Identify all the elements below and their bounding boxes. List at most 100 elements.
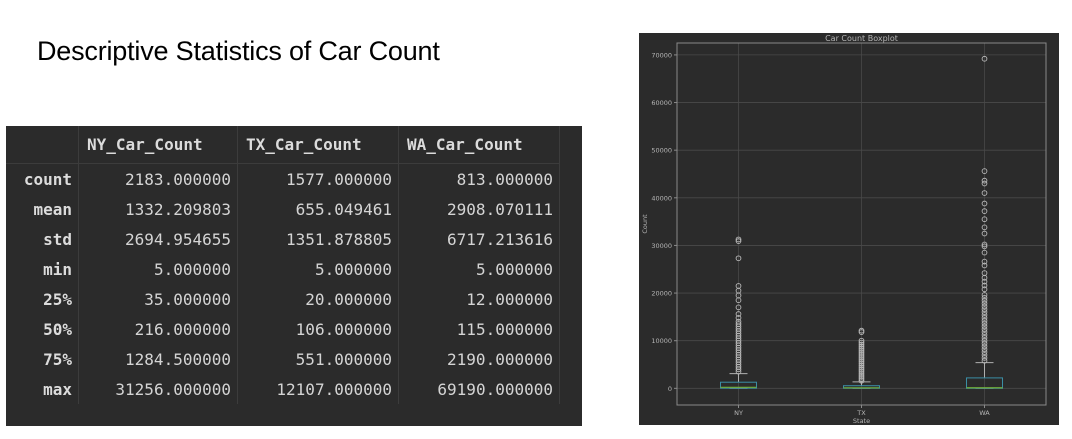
outlier-point <box>981 230 988 237</box>
y-tick-label: 70000 <box>651 51 672 59</box>
outlier-point <box>981 317 988 324</box>
outlier-point <box>981 314 988 321</box>
outlier-point <box>981 216 988 223</box>
table-row: max 31256.000000 12107.000000 69190.000000 <box>6 374 560 404</box>
outlier-point <box>981 262 988 269</box>
outlier-point <box>858 360 865 367</box>
outlier-point <box>981 329 988 335</box>
outlier-point <box>981 258 988 265</box>
outlier-point <box>981 224 988 231</box>
outlier-point <box>981 243 988 250</box>
outlier-point <box>981 168 988 174</box>
outlier-point <box>981 278 988 285</box>
outlier-point <box>981 270 988 276</box>
y-tick-label: 10000 <box>651 337 672 345</box>
table-cell: 813.000000 <box>398 163 560 194</box>
table-header-row: NY_Car_Count TX_Car_Count WA_Car_Count <box>6 126 560 164</box>
table-cell: 12107.000000 <box>237 374 399 404</box>
y-tick-label: 40000 <box>651 194 672 202</box>
table-row: min 5.000000 5.000000 5.000000 <box>6 254 560 284</box>
table-cell: 31256.000000 <box>78 374 238 404</box>
outlier-point <box>981 208 988 214</box>
outlier-point <box>858 358 865 365</box>
table-cell: 655.049461 <box>237 194 399 224</box>
y-tick-label: 20000 <box>651 290 672 298</box>
outlier-point <box>981 309 988 315</box>
column-header: TX_Car_Count <box>237 126 399 164</box>
stats-table-panel: NY_Car_Count TX_Car_Count WA_Car_Count c… <box>6 126 582 426</box>
table-row: count 2183.000000 1577.000000 813.000000 <box>6 163 560 194</box>
row-label: min <box>6 254 79 284</box>
outlier-point <box>858 362 865 369</box>
outlier-point <box>735 321 742 327</box>
boxplot-chart: Car Count Boxplot 0 10000 20000 30000 40000 50… <box>641 34 1047 425</box>
table-cell: 1351.878805 <box>237 224 399 254</box>
outlier-point <box>981 354 988 361</box>
x-axis-label: State <box>853 417 870 425</box>
outlier-point <box>981 177 988 184</box>
column-header: WA_Car_Count <box>398 126 560 164</box>
row-label: count <box>6 163 79 194</box>
outlier-point <box>981 326 988 333</box>
table-cell: 5.000000 <box>78 254 238 284</box>
row-label: std <box>6 224 79 254</box>
outlier-point <box>858 374 865 380</box>
outlier-point <box>858 345 865 352</box>
outlier-point <box>981 352 988 358</box>
row-label: 75% <box>6 344 79 374</box>
outlier-point <box>858 372 865 378</box>
row-label: max <box>6 374 79 404</box>
outlier-point <box>858 353 865 359</box>
outlier-point <box>981 282 988 289</box>
table-cell: 2190.000000 <box>398 344 560 374</box>
outlier-point <box>981 249 988 256</box>
outlier-point <box>981 200 988 207</box>
outlier-point <box>735 314 742 321</box>
outlier-point <box>981 180 988 187</box>
column-header: NY_Car_Count <box>78 126 238 164</box>
table-cell: 20.000000 <box>237 284 399 314</box>
table-cell: 12.000000 <box>398 284 560 314</box>
outlier-point <box>858 377 865 384</box>
row-label: 50% <box>6 314 79 344</box>
outlier-point <box>735 283 742 289</box>
outlier-point <box>981 320 988 327</box>
table-cell: 1284.500000 <box>78 344 238 374</box>
outlier-point <box>981 332 988 338</box>
table-cell: 2908.070111 <box>398 194 560 224</box>
outlier-point <box>981 323 988 330</box>
outlier-point <box>735 238 742 244</box>
boxplot-panel: Car Count Boxplot 0 10000 20000 30000 40000 50… <box>639 33 1059 425</box>
table-cell: 2183.000000 <box>78 163 238 194</box>
outlier-point <box>858 368 865 375</box>
chart-title: Car Count Boxplot <box>825 34 898 43</box>
outlier-point <box>981 334 988 341</box>
table-row: std 2694.954655 1351.878805 6717.213616 <box>6 224 560 254</box>
outlier-point <box>735 318 742 325</box>
outlier-point <box>858 327 865 334</box>
y-tick-label: 60000 <box>651 99 672 107</box>
outlier-point <box>858 375 865 382</box>
outlier-point <box>858 370 865 376</box>
table-cell: 1577.000000 <box>237 163 399 194</box>
outlier-point <box>981 337 988 344</box>
outlier-point <box>981 312 988 318</box>
outlier-point <box>981 343 988 350</box>
outlier-point <box>981 294 988 301</box>
table-cell: 2694.954655 <box>78 224 238 254</box>
y-tick-label: 30000 <box>651 242 672 250</box>
table-cell: 6717.213616 <box>398 224 560 254</box>
table-row: 75% 1284.500000 551.000000 2190.000000 <box>6 344 560 374</box>
outlier-point <box>735 255 742 262</box>
table-row: 25% 35.000000 20.000000 12.000000 <box>6 284 560 314</box>
box-iqr <box>720 381 757 389</box>
x-tick-label: WA <box>979 409 990 417</box>
outlier-point <box>858 354 865 361</box>
outlier-point <box>981 286 988 293</box>
page-title: Descriptive Statistics of Car Count <box>37 36 440 66</box>
outlier-point <box>981 300 988 307</box>
outlier-point <box>981 292 988 298</box>
row-label: 25% <box>6 284 79 314</box>
outlier-point <box>981 346 988 353</box>
y-axis-label: Count <box>641 214 649 234</box>
